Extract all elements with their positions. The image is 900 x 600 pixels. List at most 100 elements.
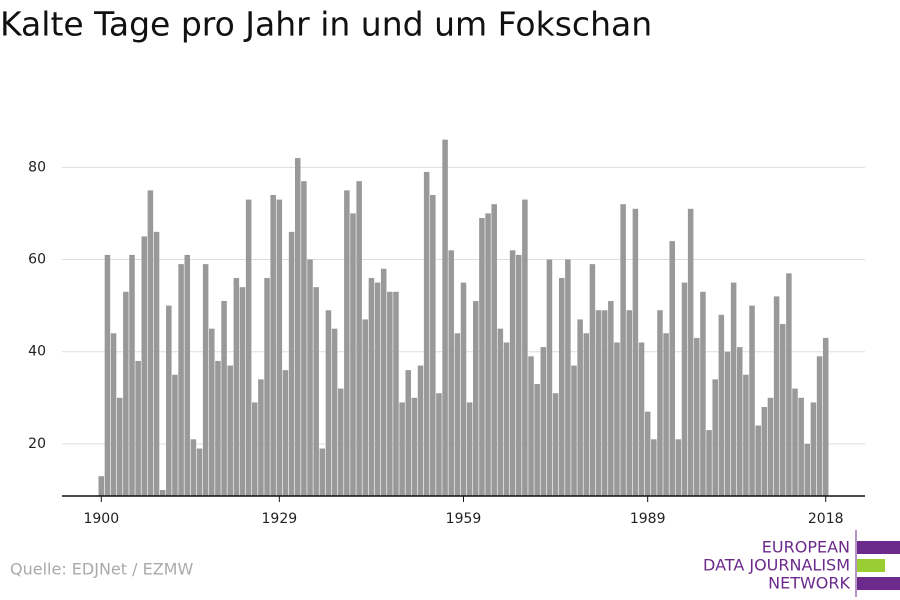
logo-bar xyxy=(857,559,885,572)
bar xyxy=(294,158,301,496)
bar xyxy=(307,259,313,496)
bar xyxy=(141,236,148,496)
bar xyxy=(380,268,387,496)
bar xyxy=(215,360,221,496)
bar xyxy=(657,310,663,496)
bar xyxy=(822,337,829,496)
bar xyxy=(454,333,461,496)
bar xyxy=(718,314,725,496)
bar xyxy=(196,448,203,496)
bar xyxy=(743,374,749,496)
bar xyxy=(503,342,510,496)
bar xyxy=(577,319,583,496)
bar xyxy=(724,351,731,496)
bar xyxy=(644,411,651,496)
bar xyxy=(417,365,424,496)
bar xyxy=(773,296,780,496)
x-tick-label: 1959 xyxy=(446,511,482,527)
bar xyxy=(522,199,528,496)
bar xyxy=(374,282,381,496)
bar xyxy=(663,333,669,496)
bar xyxy=(589,264,596,496)
bar xyxy=(736,347,743,496)
bar xyxy=(571,365,577,496)
bar xyxy=(816,356,823,496)
y-tick-label: 20 xyxy=(28,436,46,452)
bar xyxy=(116,397,123,496)
bar xyxy=(767,397,774,496)
bar xyxy=(258,379,264,496)
bar xyxy=(405,370,412,496)
bar xyxy=(473,301,479,496)
bar xyxy=(178,264,184,496)
bar xyxy=(546,259,553,496)
bar xyxy=(448,250,454,496)
bar xyxy=(184,254,191,496)
bar xyxy=(172,374,178,496)
bar xyxy=(485,213,491,496)
bar xyxy=(601,310,608,496)
bar xyxy=(687,208,694,497)
bar xyxy=(104,254,111,496)
bar xyxy=(129,254,135,496)
bar xyxy=(252,402,258,496)
bar xyxy=(301,181,307,497)
bar xyxy=(387,291,393,496)
bar xyxy=(681,282,688,496)
bar xyxy=(239,287,246,496)
bar xyxy=(202,264,209,496)
bar xyxy=(98,476,105,496)
bar xyxy=(626,310,633,496)
x-tick-label: 1900 xyxy=(83,511,119,527)
logo-text: DATA JOURNALISM xyxy=(703,556,850,575)
bar xyxy=(810,402,817,496)
bar xyxy=(153,231,160,496)
bar xyxy=(497,328,504,496)
bar xyxy=(337,388,344,496)
bar xyxy=(804,443,811,496)
chart-title: Kalte Tage pro Jahr in und um Fokschan xyxy=(0,5,652,44)
bar xyxy=(786,273,792,496)
bar xyxy=(700,291,706,496)
bar xyxy=(779,324,786,496)
bar xyxy=(749,305,755,496)
bar xyxy=(565,259,571,496)
bar xyxy=(362,319,369,496)
bar xyxy=(792,388,798,496)
bar xyxy=(430,194,436,497)
x-tick-label: 1929 xyxy=(262,511,298,527)
bar xyxy=(540,347,547,496)
bar xyxy=(479,218,485,496)
bar xyxy=(730,282,737,496)
bar xyxy=(694,337,700,496)
bar xyxy=(319,448,326,496)
bar xyxy=(632,208,639,497)
bar xyxy=(356,181,362,497)
bar xyxy=(159,490,166,496)
bar xyxy=(209,328,215,496)
bar xyxy=(651,439,657,496)
bar xyxy=(669,241,675,496)
bar xyxy=(534,383,540,496)
bar xyxy=(436,393,442,496)
bar xyxy=(331,328,338,496)
y-tick-label: 40 xyxy=(28,344,46,360)
logo-text: NETWORK xyxy=(768,574,850,593)
bar xyxy=(288,231,295,496)
bar xyxy=(221,301,227,496)
bar xyxy=(583,333,590,496)
bar xyxy=(123,291,129,496)
bar xyxy=(245,199,252,496)
bar xyxy=(399,402,405,496)
bar xyxy=(393,291,399,496)
logo-bar xyxy=(857,577,900,590)
bar xyxy=(595,310,602,496)
bar xyxy=(350,213,356,496)
bar xyxy=(620,204,626,496)
logo: EUROPEAN DATA JOURNALISM NETWORK xyxy=(703,530,900,597)
logo-bar xyxy=(857,541,900,554)
bar xyxy=(558,277,565,496)
y-tick-label: 60 xyxy=(28,252,46,268)
bar xyxy=(282,370,289,496)
